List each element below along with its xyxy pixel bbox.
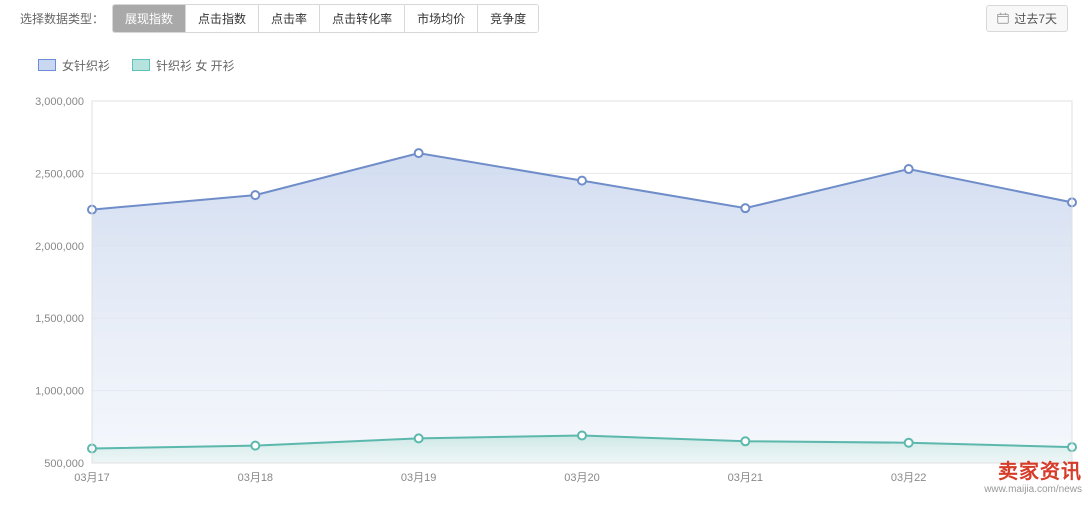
svg-text:1,500,000: 1,500,000	[35, 313, 84, 325]
chart-legend: 女针织衫 针织衫 女 开衫	[0, 36, 1088, 76]
svg-text:3,000,000: 3,000,000	[35, 96, 84, 108]
tab-1[interactable]: 点击指数	[186, 5, 259, 32]
tab-3[interactable]: 点击转化率	[320, 5, 405, 32]
toolbar-label: 选择数据类型：	[20, 10, 104, 27]
legend-swatch	[132, 59, 150, 71]
data-type-tabs: 展现指数点击指数点击率点击转化率市场均价竞争度	[112, 4, 539, 33]
calendar-icon	[997, 12, 1009, 24]
svg-text:03月20: 03月20	[564, 472, 599, 484]
chart-svg: 500,000 1,000,000 1,500,000 2,000,000 2,500,…	[28, 95, 1078, 491]
date-range-label: 过去7天	[1014, 10, 1057, 27]
legend-label: 女针织衫	[62, 57, 110, 74]
tab-4[interactable]: 市场均价	[405, 5, 478, 32]
svg-text:03月22: 03月22	[891, 472, 926, 484]
legend-item-0[interactable]: 女针织衫	[38, 54, 110, 76]
tab-2[interactable]: 点击率	[259, 5, 320, 32]
tab-0[interactable]: 展现指数	[113, 5, 186, 32]
svg-text:500,000: 500,000	[44, 458, 84, 470]
svg-text:2,500,000: 2,500,000	[35, 168, 84, 180]
date-range-button[interactable]: 过去7天	[986, 5, 1068, 32]
data-type-toolbar: 选择数据类型： 展现指数点击指数点击率点击转化率市场均价竞争度 过去7天	[0, 0, 1088, 36]
chart-area: 500,000 1,000,000 1,500,000 2,000,000 2,500,…	[28, 95, 1078, 491]
legend-label: 针织衫 女 开衫	[156, 57, 235, 74]
legend-item-1[interactable]: 针织衫 女 开衫	[132, 54, 235, 76]
svg-text:2,000,000: 2,000,000	[35, 241, 84, 253]
svg-text:1,000,000: 1,000,000	[35, 386, 84, 398]
legend-swatch	[38, 59, 56, 71]
svg-text:03月18: 03月18	[238, 472, 273, 484]
tab-5[interactable]: 竞争度	[478, 5, 538, 32]
svg-text:03月19: 03月19	[401, 472, 436, 484]
svg-text:03月17: 03月17	[74, 472, 109, 484]
svg-text:03月21: 03月21	[728, 472, 763, 484]
